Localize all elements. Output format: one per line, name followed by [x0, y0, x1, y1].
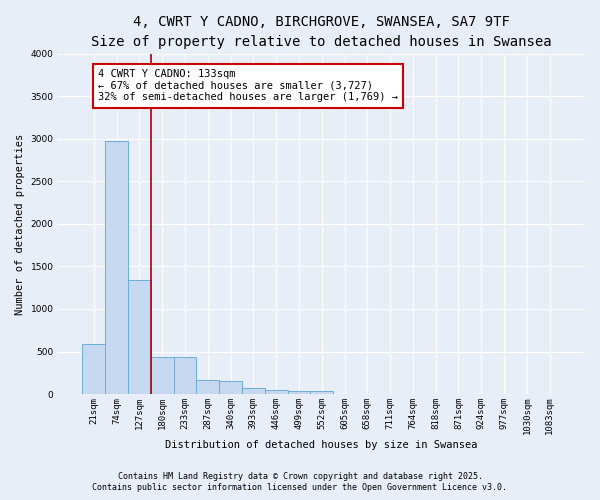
Bar [242, 388, 265, 394]
Text: 4 CWRT Y CADNO: 133sqm
← 67% of detached houses are smaller (3,727)
32% of semi-: 4 CWRT Y CADNO: 133sqm ← 67% of detached… [98, 69, 398, 102]
X-axis label: Distribution of detached houses by size in Swansea: Distribution of detached houses by size … [166, 440, 478, 450]
Bar [196, 380, 219, 394]
Bar [105, 142, 128, 394]
Title: 4, CWRT Y CADNO, BIRCHGROVE, SWANSEA, SA7 9TF
Size of property relative to detac: 4, CWRT Y CADNO, BIRCHGROVE, SWANSEA, SA… [91, 15, 552, 48]
Bar [265, 390, 287, 394]
Bar [310, 391, 333, 394]
Bar [82, 344, 105, 394]
Bar [128, 280, 151, 394]
Text: Contains HM Land Registry data © Crown copyright and database right 2025.
Contai: Contains HM Land Registry data © Crown c… [92, 472, 508, 492]
Bar [287, 391, 310, 394]
Bar [151, 358, 173, 394]
Y-axis label: Number of detached properties: Number of detached properties [15, 134, 25, 314]
Bar [219, 381, 242, 394]
Bar [173, 358, 196, 394]
